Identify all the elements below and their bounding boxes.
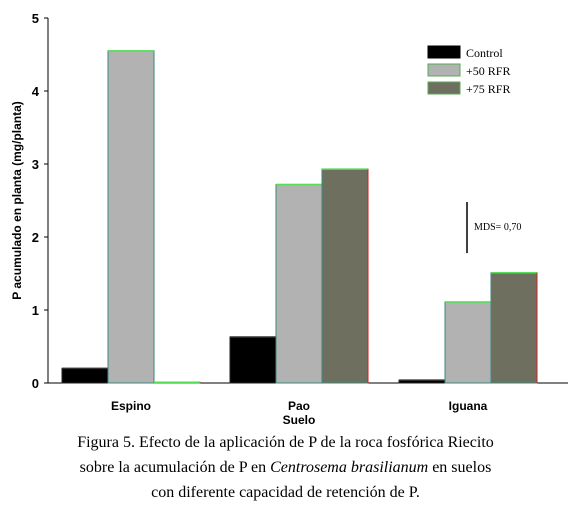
- bar: [275, 183, 323, 384]
- caption-species-name: Centrosema brasilianum: [270, 459, 429, 476]
- chart-bars: [61, 50, 538, 384]
- legend-label: +50 RFR: [466, 64, 510, 78]
- mds-label: MDS= 0,70: [474, 222, 521, 233]
- chart-legend: Control +50 RFR +75 RFR: [427, 45, 510, 96]
- bar-chart: 0 1 2 3 4 5 P acumulado en planta (mg/planta) E…: [10, 11, 568, 425]
- legend-swatch: [427, 63, 461, 77]
- y-tick-label: 3: [32, 157, 39, 172]
- bar: [107, 50, 155, 384]
- bar: [321, 168, 369, 384]
- y-axis-label: P acumulado en planta (mg/planta): [10, 101, 24, 299]
- y-tick-label: 2: [32, 230, 39, 245]
- caption-line-2-start: sobre la acumulación de P en: [79, 459, 271, 476]
- bar: [229, 336, 277, 384]
- bar: [61, 367, 109, 384]
- y-tick-label: 4: [32, 84, 40, 99]
- x-category-label: Suelo: [283, 413, 316, 425]
- legend-swatch: [427, 45, 461, 59]
- legend-swatch: [427, 81, 461, 95]
- bar: [444, 301, 492, 384]
- chart-axes: 0 1 2 3 4 5 P acumulado en planta (mg/planta) E…: [10, 11, 568, 425]
- caption-line-3: con diferente capacidad de retención de …: [151, 484, 420, 501]
- caption-line-2: sobre la acumulación de P en Centrosema …: [10, 455, 561, 480]
- y-tick-label: 0: [32, 376, 39, 391]
- y-tick-label: 5: [32, 11, 39, 26]
- x-category-label: Espino: [111, 399, 151, 413]
- legend-label: Control: [466, 46, 503, 60]
- x-category-label: Pao: [288, 399, 310, 413]
- caption-line-1: Figura 5. Efecto de la aplicación de P d…: [77, 434, 494, 451]
- mds-annotation: MDS= 0,70: [466, 202, 521, 254]
- bar: [490, 272, 538, 384]
- legend-label: +75 RFR: [466, 82, 510, 96]
- x-category-label: Iguana: [449, 399, 488, 413]
- caption-line-2-end: en suelos: [428, 459, 492, 476]
- y-tick-label: 1: [32, 303, 39, 318]
- figure-caption: Figura 5. Efecto de la aplicación de P d…: [10, 430, 561, 505]
